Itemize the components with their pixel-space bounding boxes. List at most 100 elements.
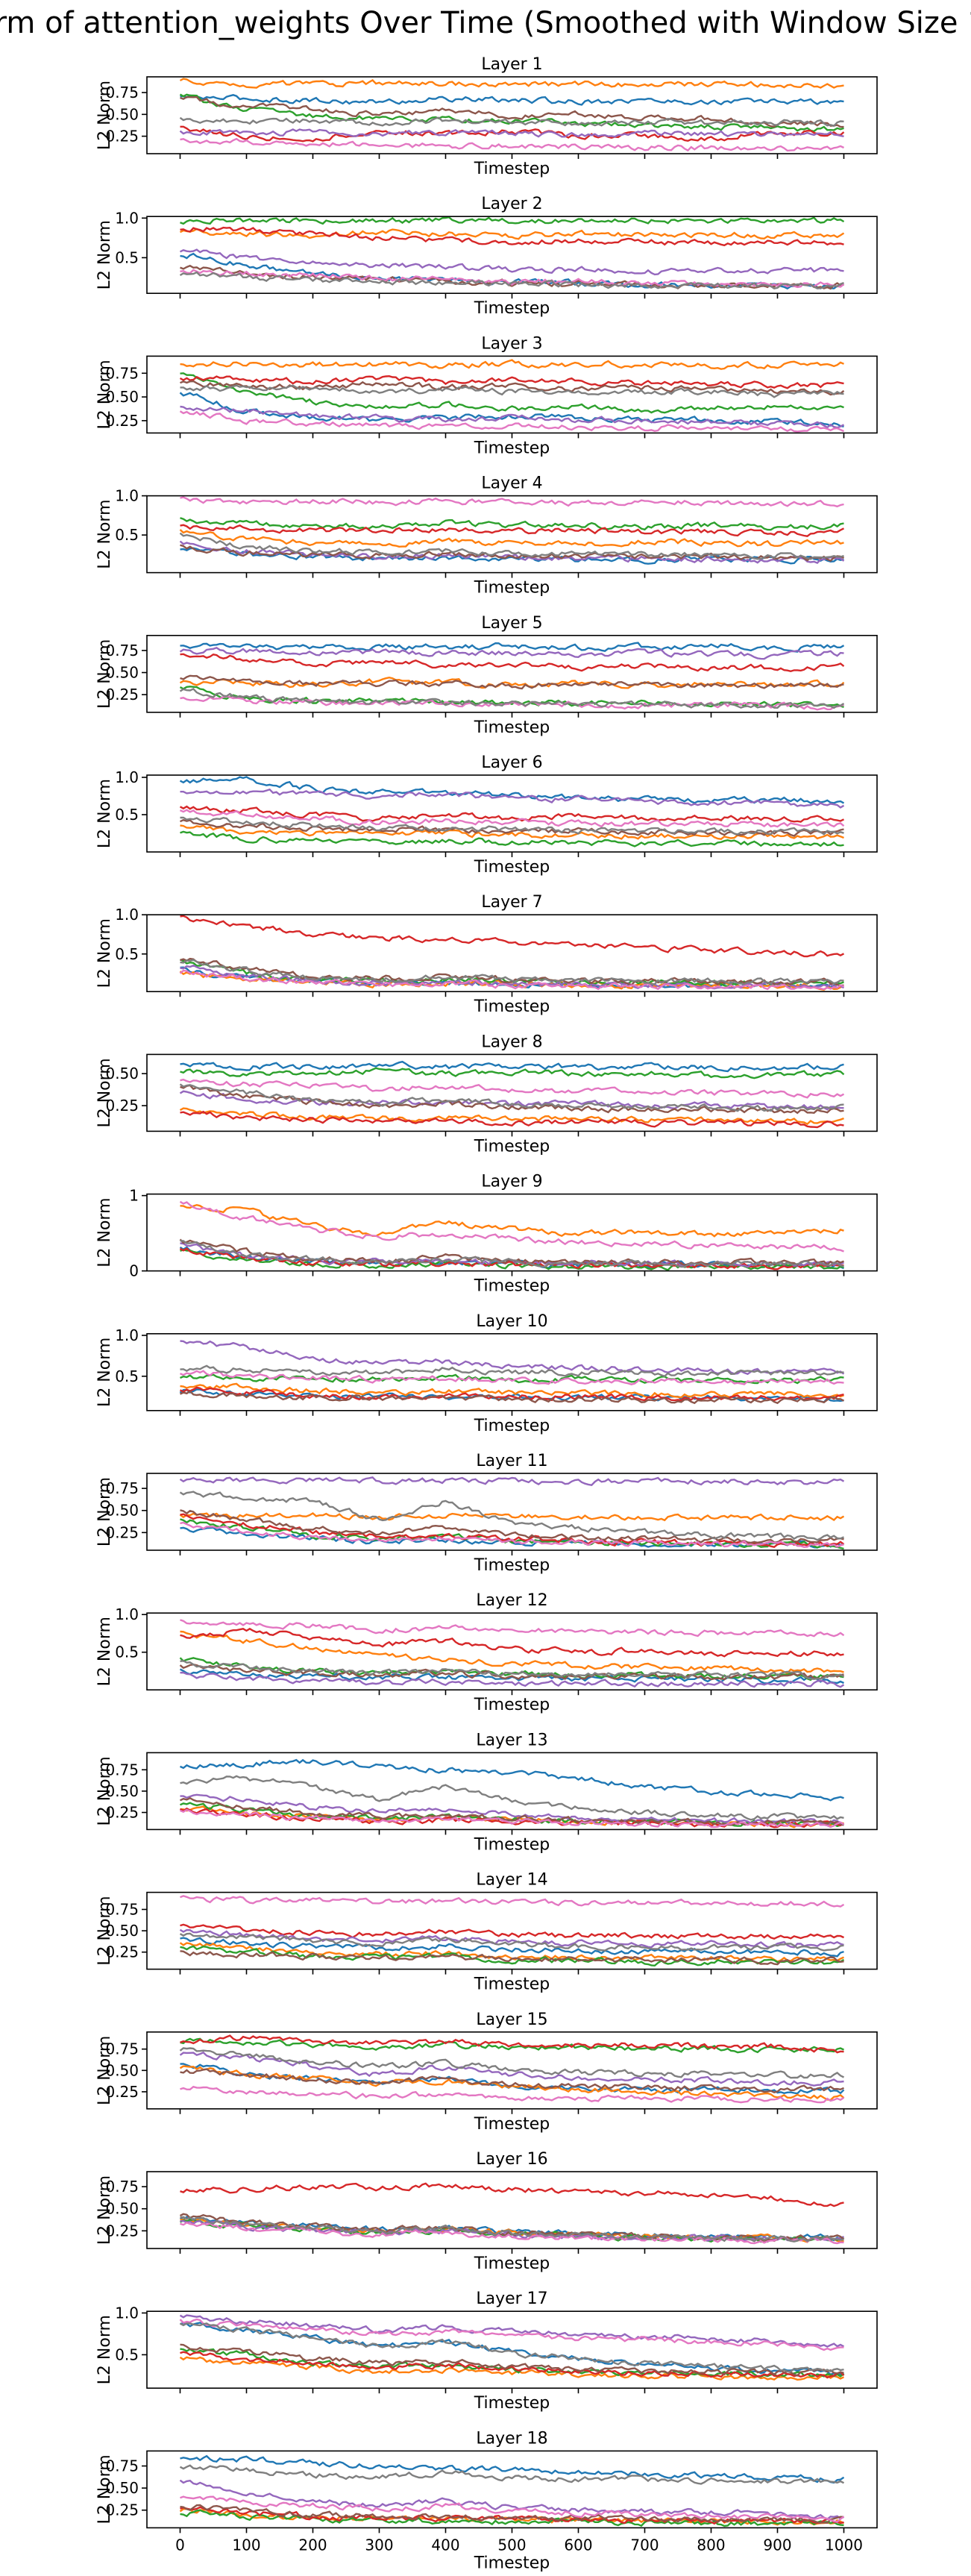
series-line	[180, 2509, 844, 2528]
y-tick-label: 0.50	[105, 388, 139, 406]
series-line	[180, 405, 845, 429]
series-group	[179, 776, 845, 847]
series-line	[180, 2216, 844, 2243]
y-axis-label: L2 Norm	[95, 2315, 114, 2384]
subplot-layer-7: Layer 7 0.5 1.0 Timestep L2 Norm	[95, 893, 878, 1016]
x-axis-label: Timestep	[474, 1975, 550, 1994]
series-line	[180, 125, 845, 142]
subplot-layer-11: Layer 11 0.25 0.50 0.75 Timestep L2 Norm	[95, 1452, 878, 1575]
y-tick-label: 0.75	[105, 2040, 139, 2058]
series-line	[179, 2479, 844, 2521]
series-line	[180, 544, 845, 562]
x-axis-label: Timestep	[474, 1277, 550, 1296]
subplot-title: Layer 3	[481, 334, 542, 353]
subplot-layer-13: Layer 13 0.25 0.50 0.75 Timestep L2 Norm	[95, 1731, 878, 1854]
y-tick-label: 1.0	[115, 209, 139, 227]
series-line	[180, 788, 845, 809]
subplot-layer-10: Layer 10 0.5 1.0 Timestep L2 Norm	[95, 1312, 878, 1435]
y-tick-label: 0.5	[115, 2345, 139, 2363]
y-tick-label: 0.25	[105, 1097, 139, 1115]
subplot-layer-18: Layer 18 0 100 200 300 400 500 600 700 800 900 1000…	[95, 2429, 878, 2572]
series-group	[179, 1340, 845, 1405]
y-tick-label: 0.5	[115, 806, 139, 824]
subplot-title: Layer 2	[481, 195, 542, 213]
series-line	[179, 1663, 844, 1681]
x-tick-label: 500	[497, 2536, 526, 2554]
subplot-title: Layer 17	[476, 2290, 547, 2308]
series-line	[180, 1060, 844, 1073]
series-line	[180, 2495, 845, 2523]
x-axis-label: Timestep	[474, 2554, 550, 2572]
series-line	[180, 1240, 844, 1268]
series-line	[180, 524, 845, 537]
series-line	[179, 2051, 844, 2087]
series-line	[180, 216, 845, 225]
y-tick-label: 1.0	[115, 1326, 139, 1344]
y-tick-label: 0.75	[105, 2457, 139, 2475]
series-line	[180, 1793, 845, 1827]
series-line	[179, 375, 844, 389]
series-line	[179, 1512, 845, 1522]
x-axis-label: Timestep	[474, 858, 550, 877]
series-group	[179, 2314, 845, 2381]
x-axis-label: Timestep	[474, 718, 550, 737]
series-line	[180, 1937, 844, 1958]
series-line	[179, 532, 844, 560]
figure-title: Norm of attention_weights Over Time (Smo…	[0, 6, 971, 40]
subplot-title: Layer 1	[481, 55, 542, 74]
series-line	[180, 372, 844, 414]
y-axis-label: L2 Norm	[95, 918, 114, 988]
x-axis-label: Timestep	[474, 160, 550, 178]
series-line	[179, 1386, 844, 1402]
series-group	[179, 1619, 845, 1688]
y-tick-label: 0	[129, 1262, 139, 1280]
series-line	[180, 1630, 844, 1675]
series-line	[179, 2464, 845, 2485]
series-group	[179, 359, 845, 433]
subplot-layer-4: Layer 4 0.5 1.0 Timestep L2 Norm	[95, 474, 878, 598]
y-tick-label: 0.25	[105, 1523, 139, 1541]
subplot-layer-17: Layer 17 0.5 1.0 Timestep L2 Norm	[95, 2290, 878, 2413]
series-line	[180, 1382, 844, 1399]
series-line	[180, 1950, 844, 1966]
y-axis-label: L2 Norm	[95, 360, 114, 429]
series-line	[180, 1078, 845, 1099]
y-tick-label: 1	[129, 1187, 139, 1205]
series-line	[180, 1627, 844, 1658]
subplot-layer-9: Layer 9 0 1 Timestep L2 Norm	[95, 1173, 878, 1296]
y-tick-label: 0.25	[105, 128, 139, 145]
y-axis-label: L2 Norm	[95, 1896, 114, 1965]
series-line	[179, 78, 844, 89]
subplot-layer-1: Layer 1 0.25 0.50 0.75 Timestep L2 Norm	[95, 55, 878, 178]
y-tick-label: 0.25	[105, 2083, 139, 2101]
series-line	[179, 1928, 844, 1949]
y-tick-label: 0.50	[105, 1502, 139, 1520]
series-line	[180, 809, 845, 828]
series-line	[179, 529, 844, 548]
series-line	[179, 687, 845, 709]
y-tick-label: 0.75	[105, 1900, 139, 1918]
y-tick-label: 0.25	[105, 686, 139, 703]
series-line	[180, 1390, 845, 1405]
y-axis-label: L2 Norm	[95, 1756, 114, 1826]
y-axis-label: L2 Norm	[95, 779, 114, 848]
series-line	[180, 1110, 844, 1129]
x-axis-label: Timestep	[474, 579, 550, 598]
y-tick-label: 0.75	[105, 84, 139, 101]
series-line	[180, 1671, 845, 1688]
x-tick-label: 100	[232, 2536, 260, 2554]
y-tick-label: 0.75	[105, 2178, 139, 2196]
series-line	[180, 1758, 844, 1802]
subplot-title: Layer 4	[481, 474, 542, 493]
x-axis-label: Timestep	[474, 299, 550, 318]
series-line	[180, 2037, 845, 2054]
series-group	[179, 1200, 844, 1271]
x-tick-label: 900	[763, 2536, 791, 2554]
x-axis-label: Timestep	[474, 1835, 550, 1854]
y-tick-label: 1.0	[115, 2304, 139, 2322]
y-tick-label: 1.0	[115, 1605, 139, 1623]
y-tick-label: 0.75	[105, 642, 139, 659]
series-line	[179, 1107, 844, 1126]
